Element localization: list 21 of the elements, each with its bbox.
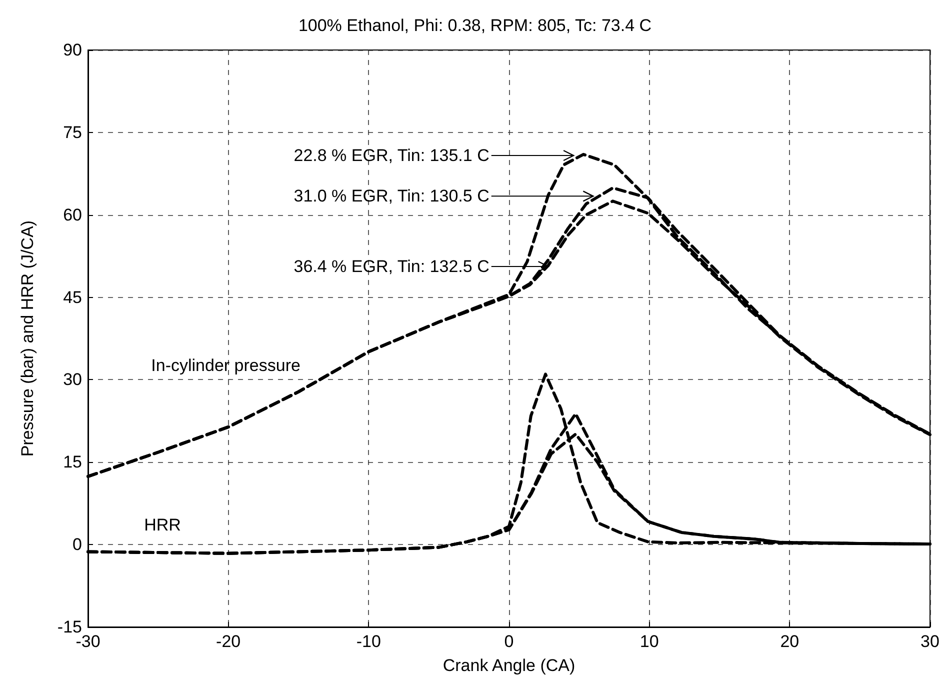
y-tick-label: 45 — [63, 288, 82, 307]
y-tick-label: 15 — [63, 452, 82, 472]
annotation: 31.0 % EGR, Tin: 130.5 C — [294, 186, 490, 206]
y-axis-title: Pressure (bar) and HRR (J/CA) — [18, 220, 37, 457]
y-tick-label: 75 — [63, 122, 82, 142]
x-tick-label: -10 — [356, 632, 381, 651]
y-tick-label: 30 — [63, 370, 82, 390]
annotation: HRR — [144, 516, 181, 535]
y-tick-label: 90 — [63, 40, 82, 60]
y-tick-label: 0 — [72, 535, 82, 554]
x-axis-title: Crank Angle (CA) — [442, 656, 576, 675]
y-tick-label: 60 — [63, 205, 82, 224]
x-tick-label: 10 — [640, 632, 659, 651]
x-tick-label: 0 — [504, 632, 514, 651]
chart-title: 100% Ethanol, Phi: 0.38, RPM: 805, Tc: 73.4 C — [298, 16, 652, 35]
x-tick-label: 20 — [780, 632, 800, 651]
x-tick-label: -20 — [216, 632, 241, 651]
x-tick-label: 30 — [920, 632, 940, 651]
annotation: 22.8 % EGR, Tin: 135.1 C — [294, 146, 490, 166]
annotation: In-cylinder pressure — [151, 356, 300, 376]
annotation: 36.4 % EGR, Tin: 132.5 C — [294, 257, 490, 276]
